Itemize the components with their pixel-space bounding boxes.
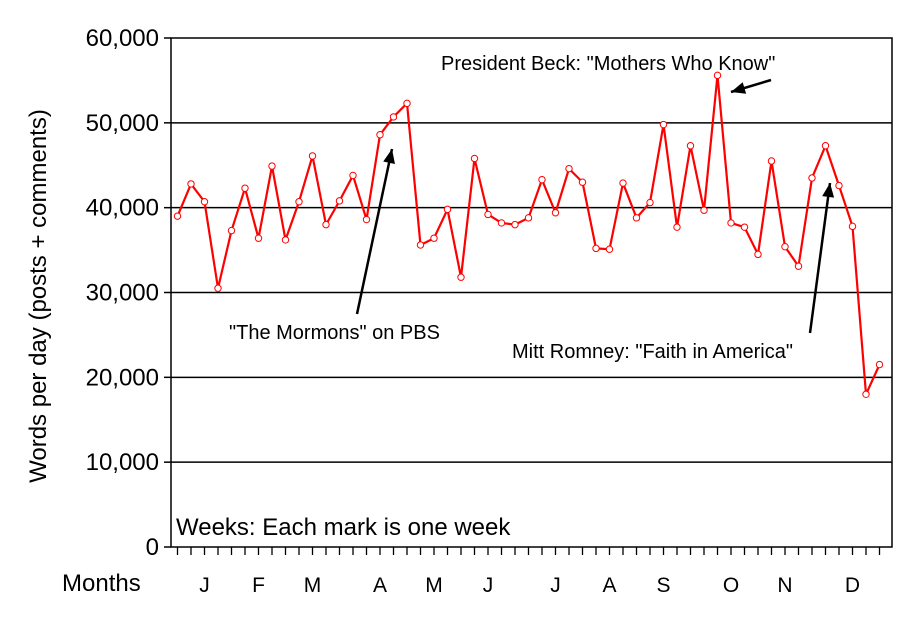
data-point — [511, 220, 519, 229]
data-point — [430, 234, 438, 242]
data-point — [524, 214, 533, 222]
data-point — [727, 219, 735, 227]
data-point — [295, 198, 303, 206]
data-point — [470, 154, 479, 163]
data-point — [700, 206, 708, 214]
y-tick-label: 10,000 — [86, 449, 159, 476]
data-point — [673, 223, 681, 231]
data-point — [362, 215, 371, 224]
data-point — [686, 142, 695, 150]
month-label: S — [656, 574, 670, 597]
data-point — [551, 209, 560, 217]
data-point — [713, 71, 722, 80]
data-point — [173, 212, 182, 220]
data-point — [214, 284, 222, 292]
data-point — [403, 99, 411, 108]
month-label: D — [845, 574, 860, 597]
data-point — [254, 234, 263, 242]
data-point — [376, 131, 384, 139]
month-label: J — [550, 574, 561, 597]
data-point — [416, 241, 425, 249]
data-point — [659, 120, 668, 129]
month-label: M — [304, 574, 322, 597]
data-point — [268, 162, 276, 170]
y-axis: 0 10,000 20,000 30,000 40,000 50,000 60,000 — [86, 25, 171, 561]
month-label: J — [199, 574, 210, 597]
annotation-label: President Beck: "Mothers Who Know" — [441, 53, 775, 75]
annotation-arrowhead — [383, 149, 395, 164]
month-label: A — [373, 574, 387, 597]
data-point — [781, 242, 789, 251]
y-tick-label: 0 — [146, 534, 159, 561]
data-point — [484, 210, 492, 219]
data-point — [646, 198, 654, 207]
month-label: O — [723, 574, 739, 597]
annotation-arrowhead — [731, 82, 747, 94]
data-point — [200, 198, 209, 206]
data-point — [187, 180, 195, 188]
annotations: President Beck: "Mothers Who Know" "The M… — [229, 53, 835, 363]
y-axis-title: Words per day (posts + comments) — [25, 109, 52, 483]
annotation-label: Mitt Romney: "Faith in America" — [512, 341, 793, 363]
data-point — [578, 178, 587, 186]
month-label: M — [425, 574, 443, 597]
annotation-arrowhead — [822, 183, 835, 198]
data-point — [389, 113, 398, 121]
x-axis-ticks — [176, 547, 881, 555]
data-point — [875, 360, 884, 369]
y-tick-label: 30,000 — [86, 280, 159, 307]
data-point — [632, 214, 641, 222]
y-tick-label: 60,000 — [86, 25, 159, 52]
data-point — [754, 250, 762, 259]
data-point — [227, 226, 236, 235]
data-point — [538, 175, 546, 184]
data-point — [767, 157, 776, 165]
data-point — [821, 142, 830, 150]
weeks-note: Weeks: Each mark is one week — [176, 514, 511, 541]
data-point — [443, 205, 452, 214]
data-point — [349, 171, 357, 180]
data-point — [592, 244, 600, 253]
month-label: N — [777, 574, 792, 597]
data-point — [497, 219, 506, 227]
data-point — [241, 184, 249, 192]
data-point — [740, 223, 749, 231]
grid-lines — [171, 122, 892, 463]
data-point — [281, 236, 290, 244]
data-point — [605, 245, 614, 253]
data-point — [335, 197, 344, 205]
data-point — [848, 222, 857, 231]
y-tick-label: 50,000 — [86, 110, 159, 137]
data-point — [835, 181, 843, 190]
y-tick-label: 40,000 — [86, 195, 159, 222]
month-label: F — [252, 574, 265, 597]
month-label: A — [602, 574, 616, 597]
data-point — [862, 390, 870, 398]
annotation-label: "The Mormons" on PBS — [229, 322, 440, 344]
data-point — [565, 164, 573, 173]
annotation-arrow — [355, 148, 394, 315]
data-point — [619, 179, 627, 187]
data-point — [322, 220, 330, 229]
x-axis-title: Months — [62, 570, 141, 597]
annotation-arrow — [808, 182, 832, 334]
data-point — [457, 273, 465, 281]
y-tick-label: 20,000 — [86, 364, 159, 391]
series-words-per-day — [173, 71, 884, 398]
data-point — [794, 262, 803, 270]
data-point — [308, 152, 317, 160]
month-label: J — [483, 574, 494, 597]
data-point — [808, 174, 816, 182]
